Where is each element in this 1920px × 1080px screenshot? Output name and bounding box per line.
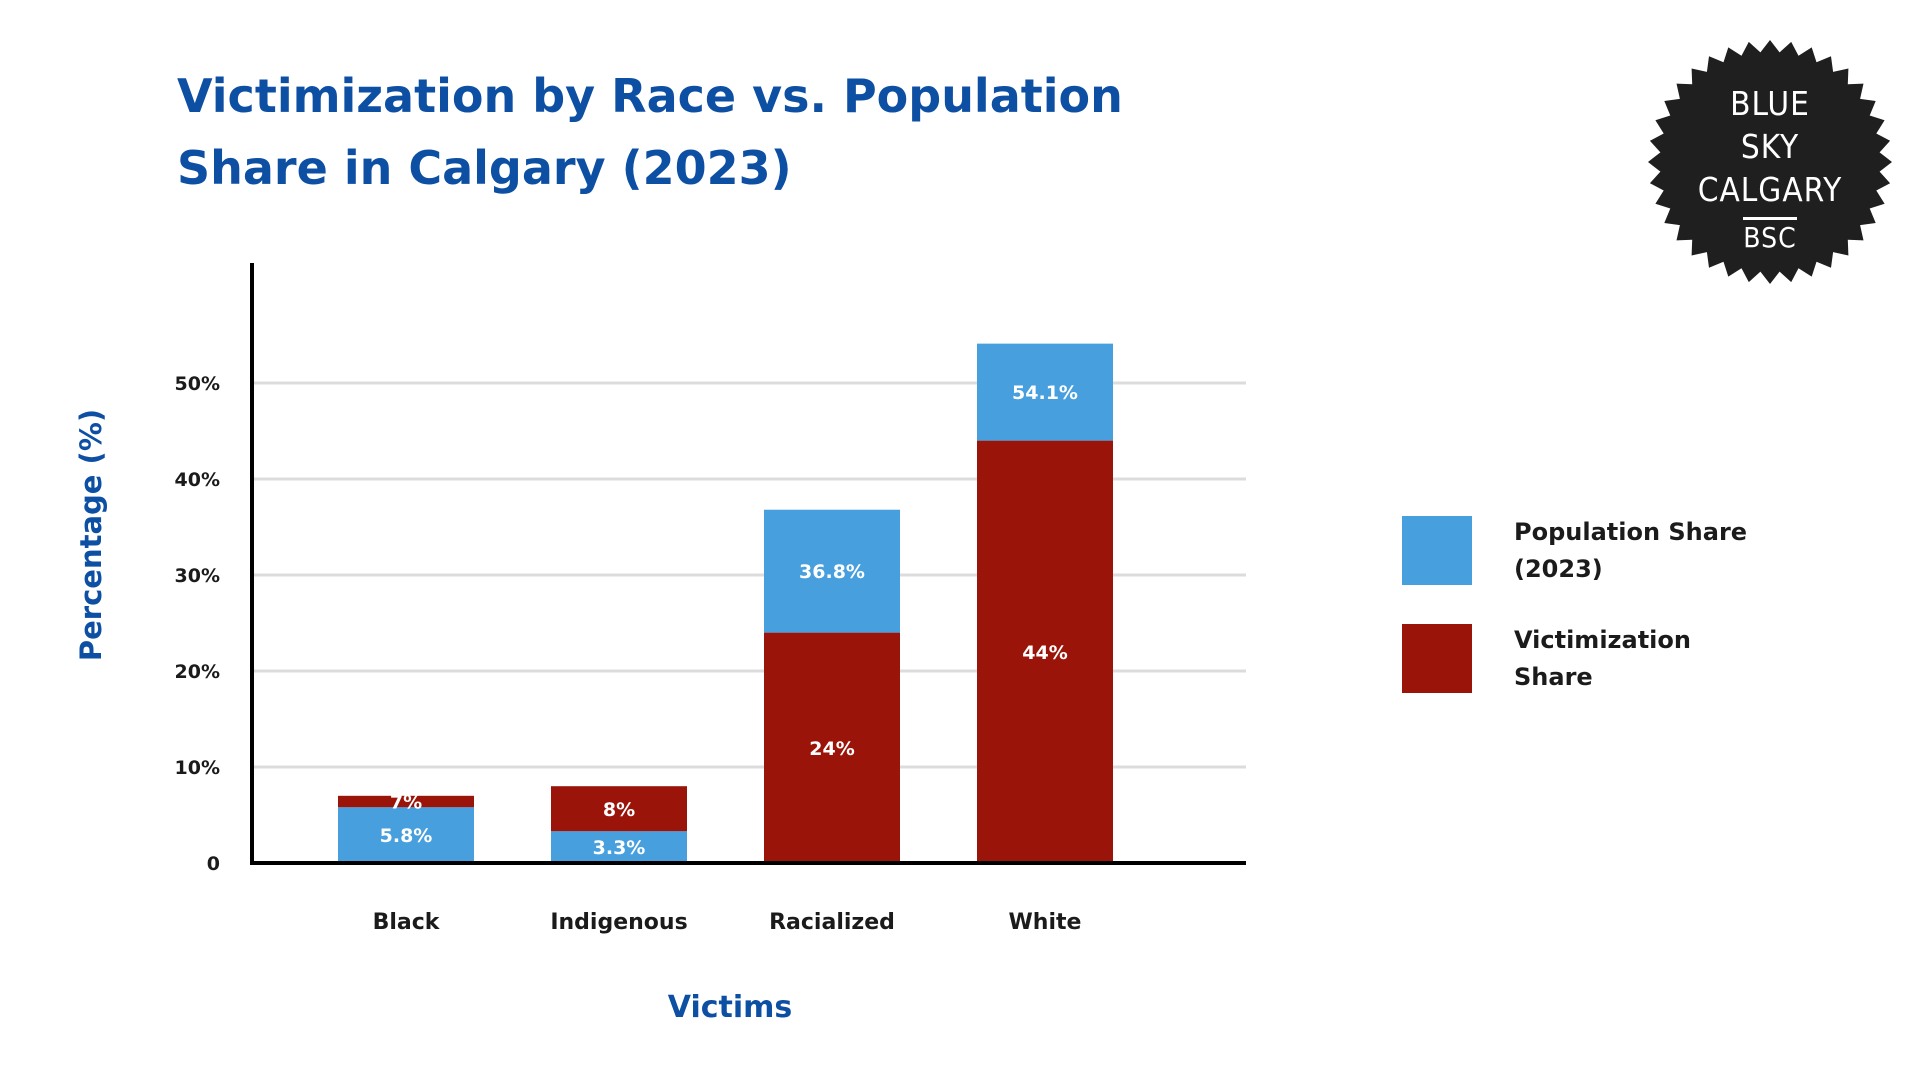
bar-victimization [551, 786, 687, 832]
y-tick-label: 50% [175, 373, 220, 395]
x-axis-label: Victims [668, 990, 793, 1025]
chart-title: Victimization by Race vs. Population Sha… [177, 69, 1123, 195]
legend-label-victimization: Victimization Share [1514, 626, 1691, 691]
data-label-victimization: 7% [390, 792, 422, 814]
y-tick-label: 10% [175, 757, 220, 779]
x-tick-label: White [1009, 910, 1082, 935]
data-label-population: 54.1% [1012, 382, 1078, 404]
bar-victimization [977, 440, 1113, 863]
logo-badge-icon [1648, 40, 1892, 284]
bar-population [764, 509, 900, 633]
data-label-victimization: 8% [603, 799, 635, 821]
x-tick-label: Black [373, 910, 441, 935]
legend-swatch-victimization [1402, 624, 1472, 693]
y-tick-labels: 0 10% 20% 30% 40% 50% [175, 373, 220, 875]
logo-abbr: BSC [1743, 217, 1797, 254]
data-label-victimization: 44% [1022, 642, 1067, 664]
data-label-population: 5.8% [380, 825, 433, 847]
bar-victimization [338, 795, 474, 808]
data-label-population: 3.3% [593, 837, 646, 859]
data-label-population: 36.8% [799, 561, 865, 583]
logo-line-2: SKY [1740, 127, 1800, 166]
blue-sky-calgary-logo: BLUE SKY CALGARY BSC [1646, 38, 1894, 286]
x-tick-labels: Black Indigenous Racialized White [373, 910, 1082, 935]
axes [250, 263, 1246, 865]
logo-line-3: CALGARY [1697, 170, 1843, 209]
legend-label-population: Population Share (2023) [1514, 518, 1748, 583]
bars: 7% 5.8% 8% 3.3% 24% 36.8% 44% 54.1% [338, 343, 1113, 863]
logo-seal-shape [1648, 40, 1892, 284]
bar-population [977, 343, 1113, 441]
logo-text: BLUE SKY CALGARY BSC [1646, 82, 1894, 257]
x-tick-label: Racialized [769, 910, 895, 935]
legend-swatch-population [1402, 516, 1472, 585]
logo-line-1: BLUE [1730, 84, 1810, 123]
y-axis-label: Percentage (%) [74, 409, 108, 661]
data-label-victimization: 24% [809, 738, 854, 760]
y-tick-label: 0 [207, 853, 220, 875]
bar-population [551, 831, 687, 863]
bar-victimization [764, 632, 900, 863]
bar-population [338, 807, 474, 863]
y-tick-label: 30% [175, 565, 220, 587]
y-tick-label: 40% [175, 469, 220, 491]
x-tick-label: Indigenous [550, 910, 687, 935]
y-tick-label: 20% [175, 661, 220, 683]
